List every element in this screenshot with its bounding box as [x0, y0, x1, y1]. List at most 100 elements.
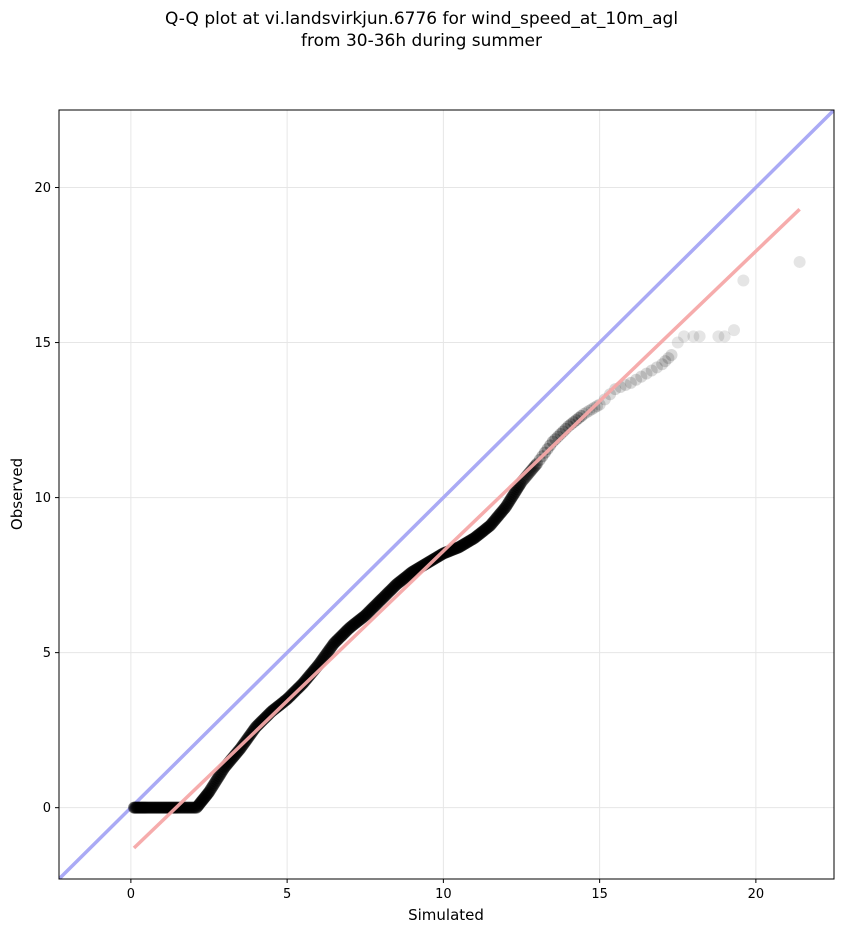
- data-point: [360, 608, 373, 621]
- data-point: [351, 615, 364, 628]
- data-point: [207, 779, 220, 792]
- data-point: [300, 673, 313, 686]
- data-point: [460, 536, 473, 549]
- data-point: [214, 768, 227, 781]
- data-point: [136, 801, 149, 814]
- data-point: [454, 540, 467, 553]
- data-point: [422, 556, 435, 569]
- chart-title-line-1: Q-Q plot at vi.landsvirkjun.6776 for win…: [164, 9, 679, 29]
- data-point: [401, 569, 414, 582]
- data-point: [659, 355, 672, 368]
- data-point: [156, 801, 169, 814]
- data-point: [273, 699, 286, 712]
- data-point: [155, 801, 168, 814]
- data-point: [128, 801, 140, 814]
- data-point: [438, 546, 451, 559]
- data-point: [370, 598, 383, 611]
- data-point: [276, 696, 289, 709]
- y-tick-label: 15: [34, 336, 51, 351]
- data-point: [196, 793, 209, 806]
- data-point: [149, 801, 162, 814]
- data-point: [233, 744, 246, 757]
- data-point: [378, 590, 391, 603]
- data-point: [375, 592, 388, 605]
- data-point: [487, 515, 500, 528]
- data-point: [488, 514, 501, 527]
- data-point: [511, 483, 524, 496]
- data-point: [203, 786, 215, 799]
- data-point: [209, 775, 222, 788]
- data-point: [140, 801, 153, 814]
- data-point: [464, 534, 477, 547]
- data-point: [619, 378, 632, 391]
- data-point: [346, 619, 359, 632]
- data-point: [130, 801, 143, 814]
- data-point: [345, 620, 358, 633]
- data-point: [593, 398, 606, 411]
- data-point: [319, 649, 332, 662]
- data-point: [477, 524, 490, 537]
- data-point: [485, 518, 498, 531]
- data-point: [348, 618, 361, 631]
- data-point: [624, 376, 637, 389]
- data-point: [503, 495, 516, 508]
- data-point: [332, 632, 345, 645]
- data-point: [138, 801, 151, 814]
- data-point: [323, 643, 336, 656]
- data-point: [494, 507, 507, 520]
- data-point: [146, 801, 159, 814]
- data-point: [482, 521, 495, 534]
- data-point: [342, 622, 355, 635]
- data-point: [572, 412, 585, 425]
- data-point: [372, 596, 385, 609]
- data-point: [457, 538, 470, 551]
- data-point: [473, 528, 486, 541]
- data-point: [407, 565, 420, 578]
- data-point: [693, 330, 706, 343]
- data-point: [389, 579, 402, 592]
- data-point: [211, 772, 224, 785]
- data-point: [544, 439, 557, 452]
- data-point: [461, 535, 474, 548]
- data-point: [359, 609, 372, 622]
- data-point: [507, 488, 520, 501]
- data-point: [341, 624, 354, 637]
- data-point: [128, 801, 141, 814]
- data-point: [453, 541, 465, 554]
- data-point: [134, 801, 147, 814]
- data-point: [194, 796, 207, 809]
- data-point: [495, 506, 508, 519]
- data-point: [421, 556, 434, 569]
- data-point: [338, 627, 351, 640]
- data-point: [189, 801, 202, 814]
- data-point: [484, 519, 497, 532]
- data-point: [492, 510, 505, 523]
- data-point: [354, 612, 367, 625]
- data-point: [321, 646, 334, 659]
- data-point: [272, 700, 285, 713]
- data-point: [187, 801, 200, 814]
- data-point: [474, 527, 487, 540]
- data-point: [394, 574, 407, 587]
- data-point: [320, 648, 333, 661]
- data-point: [364, 603, 377, 616]
- identity-line: [59, 110, 834, 879]
- data-point: [455, 539, 468, 552]
- data-point: [526, 462, 539, 475]
- data-point: [141, 801, 154, 814]
- data-point: [387, 581, 400, 594]
- data-point: [157, 801, 170, 814]
- data-point: [159, 801, 172, 814]
- data-point: [793, 255, 806, 268]
- data-point: [152, 801, 165, 814]
- data-point: [215, 766, 228, 779]
- data-point: [609, 383, 622, 396]
- data-point: [449, 542, 462, 555]
- data-point: [737, 274, 750, 287]
- data-point: [198, 791, 211, 804]
- data-point: [298, 674, 311, 687]
- x-tick-label: 20: [748, 887, 765, 902]
- x-tick-label: 5: [283, 887, 291, 902]
- data-point: [450, 542, 463, 555]
